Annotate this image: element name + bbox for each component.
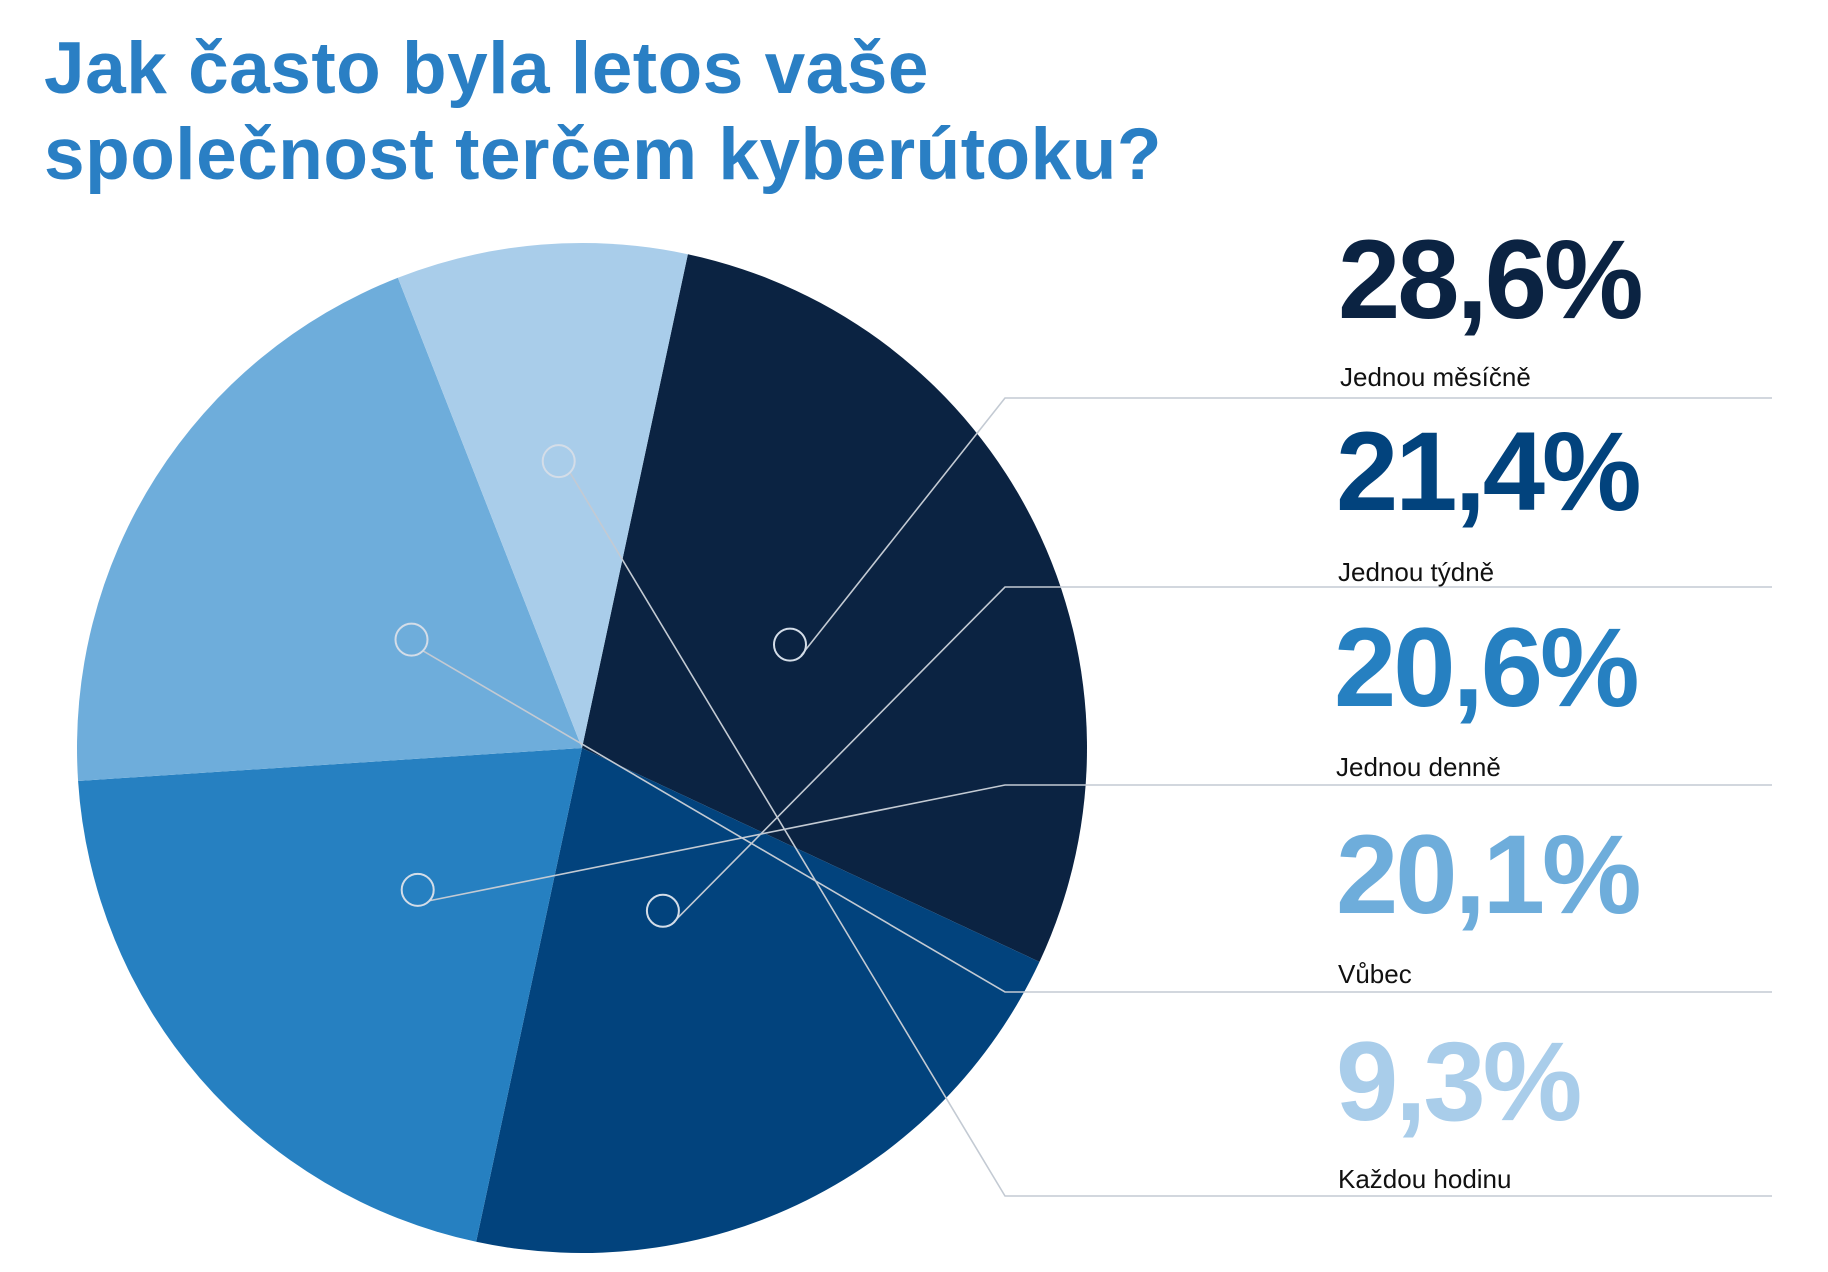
category-label-jednou-denne: Jednou denně bbox=[1336, 752, 1501, 782]
value-label-jednou-tydne: 21,4% bbox=[1336, 409, 1639, 534]
leader-line-jednou-mesicne bbox=[800, 397, 1772, 657]
category-label-jednou-mesicne: Jednou měsíčně bbox=[1340, 362, 1531, 392]
slice-marker-jednou-denne bbox=[400, 872, 435, 907]
category-label-kazdou-hodinu: Každou hodinu bbox=[1338, 1164, 1511, 1194]
category-label-jednou-tydne: Jednou týdně bbox=[1338, 557, 1494, 587]
pie-slice-jednou-denne bbox=[78, 748, 582, 1242]
pie-slice-jednou-tydne bbox=[476, 748, 1040, 1253]
slice-marker-jednou-tydne bbox=[645, 893, 680, 928]
chart-title-line-2: společnost terčem kyberútoku? bbox=[44, 114, 1162, 195]
pie-slices bbox=[77, 242, 1087, 1253]
legend-labels: 28,6% Jednou měsíčně 21,4% Jednou týdně 20,6… bbox=[1334, 217, 1644, 1194]
slice-marker-vubec bbox=[394, 622, 429, 657]
slice-marker-jednou-mesicne bbox=[773, 627, 807, 662]
value-label-kazdou-hodinu: 9,3% bbox=[1336, 1019, 1580, 1144]
leader-line-jednou-denne bbox=[428, 784, 1772, 902]
leader-line-jednou-tydne bbox=[673, 586, 1772, 923]
pie-slice-kazdou-hodinu bbox=[397, 242, 688, 748]
category-label-vubec: Vůbec bbox=[1338, 959, 1412, 989]
chart-title: Jak často byla letos vaše společnost ter… bbox=[44, 26, 1344, 198]
value-label-vubec: 20,1% bbox=[1336, 812, 1639, 937]
pie-slice-jednou-mesicne bbox=[582, 254, 1087, 962]
chart-title-line-1: Jak často byla letos vaše bbox=[44, 28, 929, 109]
value-label-jednou-mesicne: 28,6% bbox=[1338, 217, 1641, 342]
leader-lines bbox=[394, 397, 1772, 1197]
value-label-jednou-denne: 20,6% bbox=[1334, 605, 1637, 730]
leader-line-kazdou-hodinu bbox=[569, 471, 1772, 1197]
leader-line-vubec bbox=[422, 649, 1772, 993]
pie-slice-vubec bbox=[77, 277, 582, 781]
slice-marker-kazdou-hodinu bbox=[541, 444, 576, 479]
